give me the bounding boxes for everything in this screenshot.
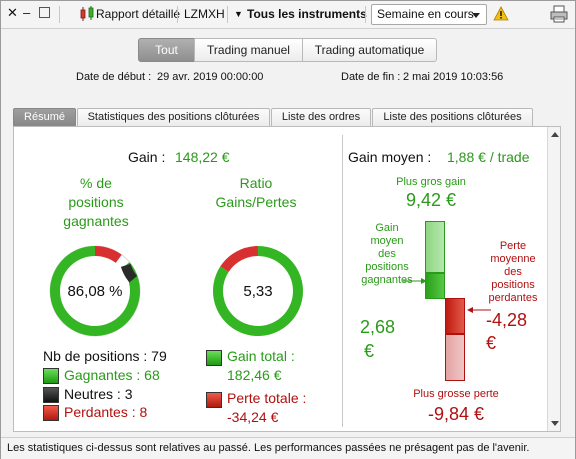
segment-all[interactable]: Tout xyxy=(138,38,195,62)
end-date-value: 2 mai 2019 10:03:56 xyxy=(403,71,504,83)
avg-loss-arrow-icon xyxy=(467,307,491,313)
total-gain-label: Gain total : xyxy=(227,348,295,364)
win-rate-arc-winners xyxy=(50,246,140,336)
win-rate-value: 86,08 % xyxy=(67,283,123,300)
total-gain-swatch xyxy=(206,350,222,366)
chevron-down-icon xyxy=(472,13,480,18)
positions-count: Nb de positions : 79 xyxy=(43,348,167,364)
total-gain-value: 182,46 € xyxy=(227,367,282,383)
avg-win-label-line: gagnantes xyxy=(361,274,413,286)
max-gain-bar xyxy=(425,221,445,273)
win-rate-title-line1: % de xyxy=(80,175,112,191)
avg-win-label-line: Gain xyxy=(375,222,399,234)
win-rate-title-line3: gagnantes xyxy=(63,213,129,229)
avg-win-bar xyxy=(425,273,445,299)
toolbar: ✕ ‒ Rapport détaillé LZMXH ▼ Tous les in… xyxy=(1,1,575,29)
avg-loss-value-amount: -4,28 xyxy=(486,310,528,330)
avg-loss-bar xyxy=(445,298,465,334)
ratio-donut xyxy=(213,246,303,336)
warning-icon[interactable] xyxy=(493,6,509,21)
end-date-label: Date de fin : xyxy=(341,71,401,83)
avg-win-label-line: moyen xyxy=(370,235,404,247)
avg-win-label-line: positions xyxy=(365,261,409,273)
close-icon[interactable]: ✕ xyxy=(7,5,18,20)
neutral-swatch xyxy=(43,387,59,403)
avg-gain-label: Gain moyen : xyxy=(348,149,432,165)
max-gain-label: Plus gros gain xyxy=(396,176,466,188)
minimize-icon[interactable]: ‒ xyxy=(23,5,31,20)
ratio-value: 5,33 xyxy=(243,283,273,300)
total-loss-value: -34,24 € xyxy=(227,409,279,425)
ratio-title-line1: Ratio xyxy=(239,175,273,191)
max-loss-bar xyxy=(445,334,465,381)
maximize-icon[interactable] xyxy=(39,7,50,18)
avg-loss-label-line: moyenne xyxy=(490,253,536,265)
avg-win-arrow-icon xyxy=(403,278,427,284)
period-select[interactable]: Semaine en cours xyxy=(371,4,487,25)
avg-loss-label-line: des xyxy=(504,266,522,278)
losers-count: Perdantes : 8 xyxy=(64,404,148,420)
tab-closed-positions-stats[interactable]: Statistiques des positions clôturées xyxy=(77,108,270,126)
scroll-down-icon[interactable] xyxy=(551,421,559,426)
toolbar-separator xyxy=(227,6,228,23)
total-loss-swatch xyxy=(206,392,222,408)
avg-win-label: Gain moyen des positions gagnantes xyxy=(351,222,423,287)
total-loss-label: Perte totale : xyxy=(227,390,307,406)
period-select-value: Semaine en cours xyxy=(377,7,474,21)
segment-manual-trading[interactable]: Trading manuel xyxy=(194,38,303,62)
winners-swatch xyxy=(43,368,59,384)
win-rate-arc-losers xyxy=(94,246,122,264)
win-rate-arc-neutral xyxy=(120,263,138,283)
avg-loss-label-line: positions xyxy=(491,279,535,291)
avg-win-value-currency: € xyxy=(364,341,375,361)
print-icon[interactable] xyxy=(549,4,569,24)
segment-auto-trading[interactable]: Trading automatique xyxy=(302,38,437,62)
toolbar-separator xyxy=(365,6,366,23)
max-loss-label: Plus grosse perte xyxy=(413,388,499,400)
avg-gain-value: 1,88 € / trade xyxy=(447,149,530,165)
toolbar-separator xyxy=(59,6,60,23)
max-gain-value: 9,42 € xyxy=(405,190,457,210)
start-date-label: Date de début : xyxy=(76,71,152,83)
candlestick-icon xyxy=(79,6,97,22)
instruments-dropdown[interactable]: Tous les instruments xyxy=(247,7,367,21)
scroll-up-icon[interactable] xyxy=(551,132,559,137)
avg-win-value-amount: 2,68 xyxy=(360,317,396,337)
chevron-down-icon[interactable]: ▼ xyxy=(234,9,243,19)
avg-loss-value-currency: € xyxy=(486,333,497,353)
avg-loss-label: Perte moyenne des positions perdantes xyxy=(479,240,547,305)
symbol-label[interactable]: LZMXH xyxy=(184,7,225,21)
ratio-title-line2: Gains/Pertes xyxy=(215,194,297,210)
win-rate-donut xyxy=(49,245,141,337)
report-button[interactable]: Rapport détaillé xyxy=(96,7,181,21)
winners-count: Gagnantes : 68 xyxy=(64,367,160,383)
tab-orders-list[interactable]: Liste des ordres xyxy=(271,108,371,126)
max-loss-value: -9,84 € xyxy=(427,404,485,424)
avg-loss-label-line: Perte xyxy=(499,240,527,252)
neutral-count: Neutres : 3 xyxy=(64,386,133,402)
losers-swatch xyxy=(43,405,59,421)
panel-divider xyxy=(342,135,343,427)
tab-closed-positions-list[interactable]: Liste des positions clôturées xyxy=(372,108,533,126)
disclaimer-footer: Les statistiques ci-dessus sont relative… xyxy=(1,437,575,459)
toolbar-separator xyxy=(177,6,178,23)
avg-loss-label-line: perdantes xyxy=(488,292,538,304)
avg-win-label-line: des xyxy=(378,248,396,260)
gain-value: 148,22 € xyxy=(175,149,230,165)
ratio-arc-gains xyxy=(213,246,303,336)
win-rate-title-line2: positions xyxy=(68,194,124,210)
vertical-scrollbar[interactable] xyxy=(547,127,560,431)
start-date-value: 29 avr. 2019 00:00:00 xyxy=(157,71,264,83)
gain-label: Gain : xyxy=(128,149,166,165)
summary-panel xyxy=(13,126,561,432)
tab-summary[interactable]: Résumé xyxy=(13,108,76,126)
ratio-arc-losses xyxy=(220,246,259,273)
